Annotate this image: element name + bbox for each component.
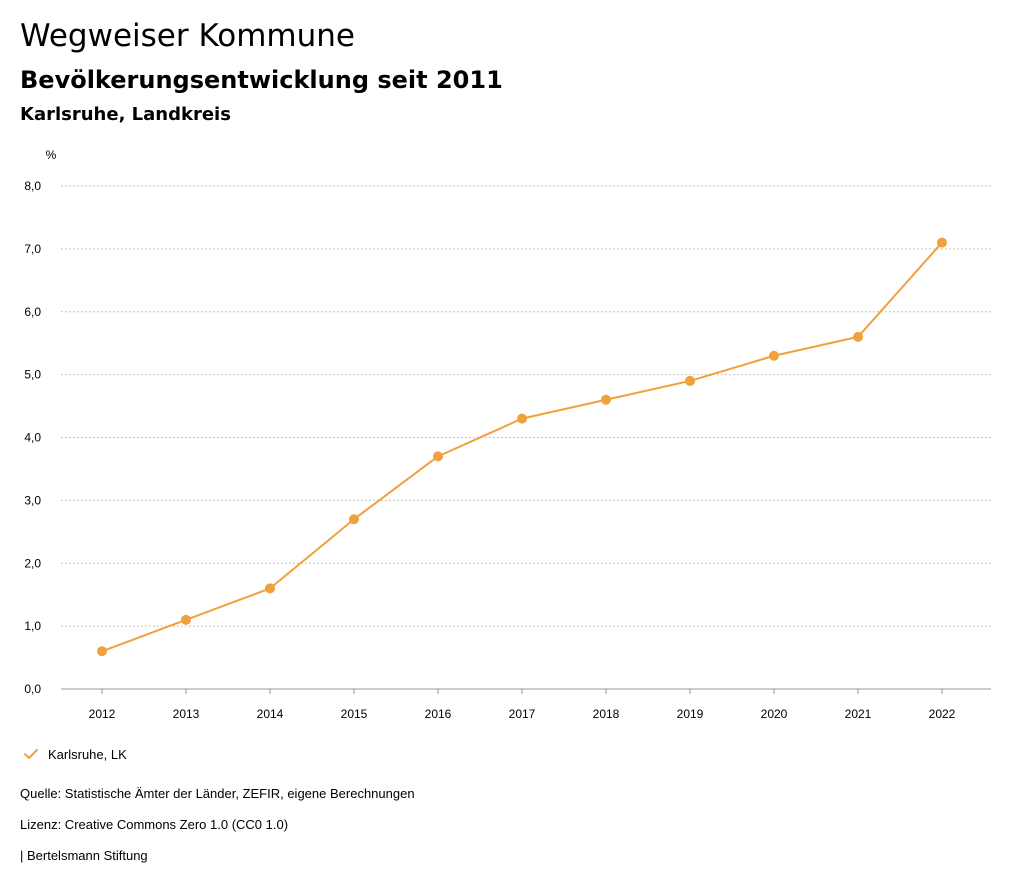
x-tick-label: 2021 <box>845 707 872 721</box>
data-point[interactable] <box>265 583 275 594</box>
x-tick-label: 2020 <box>761 707 788 721</box>
y-tick-label: 8,0 <box>24 179 41 193</box>
y-tick-label: 7,0 <box>24 242 41 256</box>
y-axis-ticks: 0,0 1,0 2,0 3,0 4,0 5,0 6,0 7,0 8,0 <box>24 179 41 696</box>
legend-item[interactable]: Karlsruhe, LK <box>22 744 127 764</box>
x-axis-ticks: 2012 2013 2014 2015 2016 2017 2018 2019 2020 2021… <box>89 689 956 721</box>
brand-note: | Bertelsmann Stiftung <box>20 848 148 863</box>
data-point[interactable] <box>853 331 863 342</box>
x-tick-label: 2012 <box>89 707 116 721</box>
y-tick-label: 0,0 <box>24 682 41 696</box>
chart-subtitle: Bevölkerungsentwicklung seit 2011 <box>20 66 503 94</box>
data-point[interactable] <box>349 514 359 525</box>
y-tick-label: 1,0 <box>24 619 41 633</box>
y-tick-label: 6,0 <box>24 305 41 319</box>
y-tick-label: 3,0 <box>24 493 41 507</box>
data-point[interactable] <box>601 394 611 405</box>
source-note: Quelle: Statistische Ämter der Länder, Z… <box>20 786 415 801</box>
license-note: Lizenz: Creative Commons Zero 1.0 (CC0 1… <box>20 817 289 832</box>
x-tick-label: 2015 <box>341 707 368 721</box>
gridlines <box>61 185 991 690</box>
data-point[interactable] <box>433 451 443 462</box>
series-layer <box>97 237 947 657</box>
checkmark-icon <box>24 749 38 759</box>
region-name: Karlsruhe, Landkreis <box>20 104 231 125</box>
x-tick-label: 2014 <box>257 707 284 721</box>
data-point[interactable] <box>685 375 695 386</box>
data-point[interactable] <box>769 350 779 361</box>
y-tick-label: 2,0 <box>24 556 41 570</box>
series-line <box>101 241 943 653</box>
y-tick-label: 5,0 <box>24 368 41 382</box>
y-tick-label: 4,0 <box>24 431 41 445</box>
x-tick-label: 2022 <box>929 707 956 721</box>
x-tick-label: 2017 <box>509 707 536 721</box>
page-title: Wegweiser Kommune <box>20 18 355 54</box>
data-point[interactable] <box>97 646 107 657</box>
x-tick-label: 2018 <box>593 707 620 721</box>
x-tick-label: 2013 <box>173 707 200 721</box>
x-tick-label: 2016 <box>425 707 452 721</box>
data-point[interactable] <box>937 237 947 248</box>
x-tick-label: 2019 <box>677 707 704 721</box>
data-point[interactable] <box>181 614 191 625</box>
data-point[interactable] <box>517 413 527 424</box>
line-chart: 0,0 1,0 2,0 3,0 4,0 5,0 6,0 7,0 8,0 2012 2013 2014… <box>24 148 991 721</box>
legend-label: Karlsruhe, LK <box>48 746 127 762</box>
y-axis-unit-label: % <box>46 148 57 162</box>
